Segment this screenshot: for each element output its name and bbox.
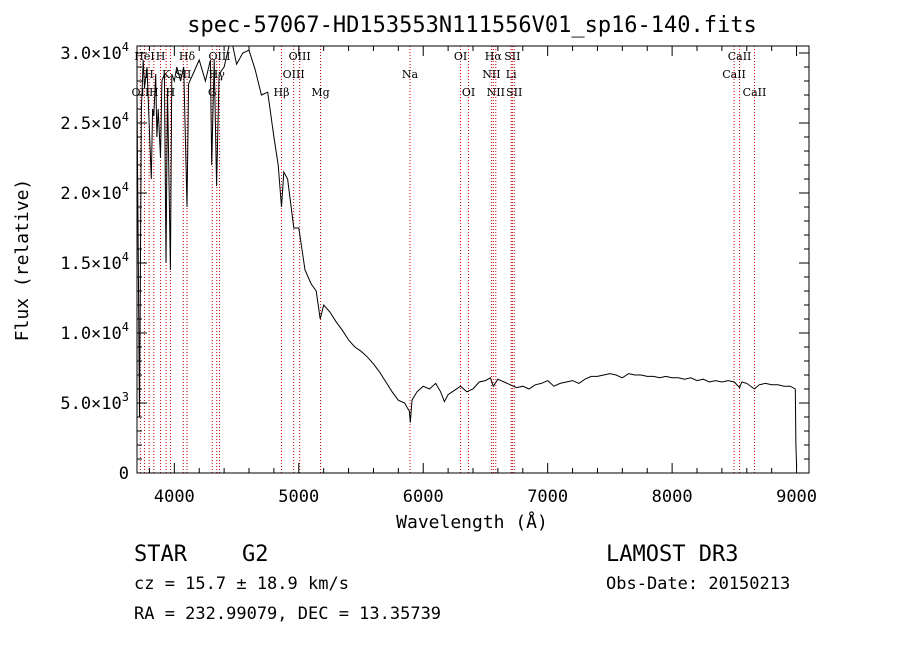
- line-marker-labels: OIIHeIHHHKHSIIHδGHγOIIIHβOIIIOIIIMgNaOIO…: [132, 50, 767, 99]
- y-tick-label: 2.5×104: [60, 110, 129, 134]
- x-tick-label: 5000: [278, 487, 319, 507]
- y-tick-label: 5.0×103: [60, 390, 129, 414]
- line-marker-label: OIII: [289, 50, 311, 63]
- line-marker-label: OIII: [208, 50, 230, 63]
- obs-date-text: Obs-Date: 20150213: [606, 574, 790, 594]
- spectrum-series-line: [136, 45, 798, 467]
- x-tick-label: 7000: [527, 487, 568, 507]
- x-axis-label: Wavelength (Å): [396, 511, 548, 533]
- x-tick-label: 8000: [652, 487, 693, 507]
- x-tick-label: 9000: [776, 487, 817, 507]
- y-tick-label: 1.0×104: [60, 320, 129, 344]
- line-marker-label: NII: [482, 68, 500, 81]
- redshift-text: cz = 15.7 ± 18.9 km/s: [134, 574, 349, 594]
- y-axis-ticks: 0 5.0×103 1.0×104 1.5×104 2.0×104 2.5×104 3.0×…: [60, 40, 809, 484]
- y-axis-label: Flux (relative): [12, 179, 33, 342]
- line-marker-label: Na: [402, 68, 419, 81]
- line-marker-label: OI: [462, 86, 475, 99]
- object-subclass: G2: [242, 542, 269, 567]
- plot-frame: [136, 45, 810, 474]
- line-marker-label: CaII: [722, 68, 746, 81]
- line-marker-label: Hβ: [274, 86, 290, 99]
- line-marker-label: H: [149, 86, 159, 99]
- y-tick-label: 2.0×104: [60, 180, 129, 204]
- y-tick-label: 0: [119, 464, 129, 484]
- line-marker-label: OI: [454, 50, 467, 63]
- y-tick-label: 1.5×104: [60, 250, 129, 274]
- line-marker-label: SII: [504, 50, 520, 63]
- line-marker-label: Hα: [485, 50, 503, 63]
- line-markers: [139, 46, 755, 473]
- survey-label: LAMOST DR3: [606, 542, 738, 567]
- line-marker-label: Mg: [311, 86, 329, 99]
- line-marker-label: H: [156, 50, 166, 63]
- line-marker-label: SII: [506, 86, 522, 99]
- x-tick-label: 4000: [154, 487, 195, 507]
- line-marker-label: Hγ: [209, 68, 226, 81]
- line-marker-label: CaII: [743, 86, 767, 99]
- x-axis-ticks: 4000 5000 6000 7000 8000 9000: [148, 46, 817, 507]
- line-marker-label: G: [208, 86, 217, 99]
- line-marker-label: H: [166, 86, 176, 99]
- y-tick-label: 3.0×104: [60, 40, 129, 64]
- line-marker-label: OII: [132, 86, 150, 99]
- chart-title: spec-57067-HD153553N111556V01_sp16-140.f…: [187, 13, 757, 38]
- line-marker-label: K: [162, 68, 171, 81]
- line-marker-label: H: [144, 68, 154, 81]
- line-marker-label: Hδ: [179, 50, 196, 63]
- line-marker-label: Li: [506, 68, 517, 81]
- line-marker-label: CaII: [728, 50, 752, 63]
- object-class: STAR: [134, 542, 188, 567]
- line-marker-label: OIII: [283, 68, 305, 81]
- x-tick-label: 6000: [403, 487, 444, 507]
- line-marker-label: NII: [487, 86, 505, 99]
- coords-text: RA = 232.99079, DEC = 13.35739: [134, 604, 441, 624]
